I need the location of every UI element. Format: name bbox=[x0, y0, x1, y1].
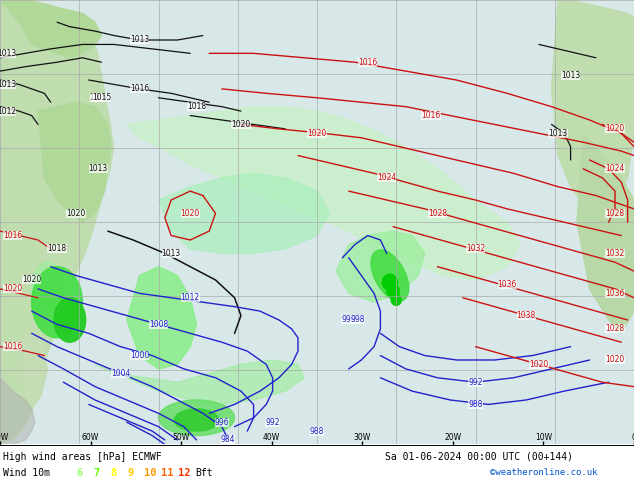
Polygon shape bbox=[127, 267, 197, 369]
Text: 0: 0 bbox=[631, 433, 634, 442]
Text: 988: 988 bbox=[469, 400, 482, 409]
Text: 988: 988 bbox=[310, 427, 324, 436]
Polygon shape bbox=[38, 102, 111, 222]
Text: 1018: 1018 bbox=[48, 245, 67, 253]
Text: 1015: 1015 bbox=[92, 93, 111, 102]
Text: 1020: 1020 bbox=[529, 360, 548, 369]
Text: 1013: 1013 bbox=[89, 164, 108, 173]
Text: 20W: 20W bbox=[444, 433, 462, 442]
Text: 50W: 50W bbox=[172, 433, 190, 442]
Text: 984: 984 bbox=[221, 436, 235, 444]
Polygon shape bbox=[577, 133, 634, 333]
Text: 1013: 1013 bbox=[0, 80, 16, 89]
Text: 1032: 1032 bbox=[605, 249, 624, 258]
Text: 1020: 1020 bbox=[67, 209, 86, 218]
Polygon shape bbox=[391, 294, 401, 305]
Text: 8: 8 bbox=[110, 468, 116, 478]
Text: 1013: 1013 bbox=[130, 35, 149, 45]
Text: 1016: 1016 bbox=[3, 342, 22, 351]
Polygon shape bbox=[387, 284, 399, 298]
Polygon shape bbox=[127, 107, 520, 280]
Polygon shape bbox=[382, 274, 398, 290]
Text: 1013: 1013 bbox=[548, 129, 567, 138]
Text: 10: 10 bbox=[144, 468, 157, 478]
Text: 70W: 70W bbox=[0, 433, 9, 442]
Polygon shape bbox=[336, 231, 425, 302]
Text: 992: 992 bbox=[266, 417, 280, 427]
Text: 60W: 60W bbox=[82, 433, 99, 442]
Text: 1004: 1004 bbox=[111, 369, 130, 378]
Polygon shape bbox=[32, 267, 82, 338]
Polygon shape bbox=[32, 262, 63, 316]
Text: 1036: 1036 bbox=[498, 280, 517, 289]
Text: 1016: 1016 bbox=[422, 111, 441, 120]
Polygon shape bbox=[174, 409, 219, 431]
Text: 40W: 40W bbox=[263, 433, 280, 442]
Text: 992: 992 bbox=[469, 378, 482, 387]
Polygon shape bbox=[158, 400, 235, 436]
Text: 1032: 1032 bbox=[466, 245, 485, 253]
Text: 1028: 1028 bbox=[605, 209, 624, 218]
Text: 1013: 1013 bbox=[0, 49, 16, 58]
Polygon shape bbox=[22, 333, 48, 404]
Text: 1012: 1012 bbox=[0, 107, 16, 116]
Text: 1038: 1038 bbox=[517, 311, 536, 320]
Text: 1020: 1020 bbox=[3, 284, 22, 294]
Text: 1016: 1016 bbox=[358, 58, 377, 67]
Text: Sa 01-06-2024 00:00 UTC (00+144): Sa 01-06-2024 00:00 UTC (00+144) bbox=[385, 451, 573, 462]
Text: 7: 7 bbox=[93, 468, 100, 478]
Polygon shape bbox=[371, 250, 409, 301]
Text: 1020: 1020 bbox=[231, 120, 250, 129]
Text: 1020: 1020 bbox=[181, 209, 200, 218]
Text: Wind 10m: Wind 10m bbox=[3, 468, 50, 478]
Text: 1013: 1013 bbox=[561, 71, 580, 80]
Polygon shape bbox=[158, 173, 330, 253]
Text: 1018: 1018 bbox=[187, 102, 206, 111]
Text: 1016: 1016 bbox=[3, 231, 22, 240]
Text: 1008: 1008 bbox=[149, 320, 168, 329]
Text: 30W: 30W bbox=[354, 433, 371, 442]
Text: 9: 9 bbox=[127, 468, 133, 478]
Text: 10 5: 10 5 bbox=[90, 93, 107, 102]
Polygon shape bbox=[0, 0, 101, 58]
Text: 1020: 1020 bbox=[22, 275, 41, 285]
Text: 1024: 1024 bbox=[377, 173, 396, 182]
Text: 1012: 1012 bbox=[181, 294, 200, 302]
Text: 1020: 1020 bbox=[605, 355, 624, 365]
Text: High wind areas [hPa] ECMWF: High wind areas [hPa] ECMWF bbox=[3, 451, 162, 462]
Text: 1013: 1013 bbox=[162, 249, 181, 258]
Text: 1024: 1024 bbox=[605, 164, 624, 173]
Text: 1000: 1000 bbox=[130, 351, 149, 360]
Text: 998: 998 bbox=[342, 316, 356, 324]
Polygon shape bbox=[0, 0, 114, 444]
Text: Bft: Bft bbox=[195, 468, 212, 478]
Text: 6: 6 bbox=[76, 468, 82, 478]
Polygon shape bbox=[552, 0, 634, 213]
Polygon shape bbox=[605, 53, 621, 98]
Text: 996: 996 bbox=[214, 417, 230, 427]
Text: ©weatheronline.co.uk: ©weatheronline.co.uk bbox=[490, 468, 597, 477]
Text: 1016: 1016 bbox=[130, 84, 149, 94]
Text: 1036: 1036 bbox=[605, 289, 624, 298]
Text: 12: 12 bbox=[178, 468, 190, 478]
Text: 998: 998 bbox=[351, 316, 365, 324]
Text: 10W: 10W bbox=[535, 433, 552, 442]
Text: 1020: 1020 bbox=[307, 129, 327, 138]
Polygon shape bbox=[54, 298, 86, 342]
Text: 1020: 1020 bbox=[605, 124, 624, 133]
Text: 1028: 1028 bbox=[428, 209, 447, 218]
Text: 11: 11 bbox=[161, 468, 174, 478]
Polygon shape bbox=[0, 378, 35, 444]
Polygon shape bbox=[95, 360, 304, 404]
Text: 1028: 1028 bbox=[605, 324, 624, 333]
